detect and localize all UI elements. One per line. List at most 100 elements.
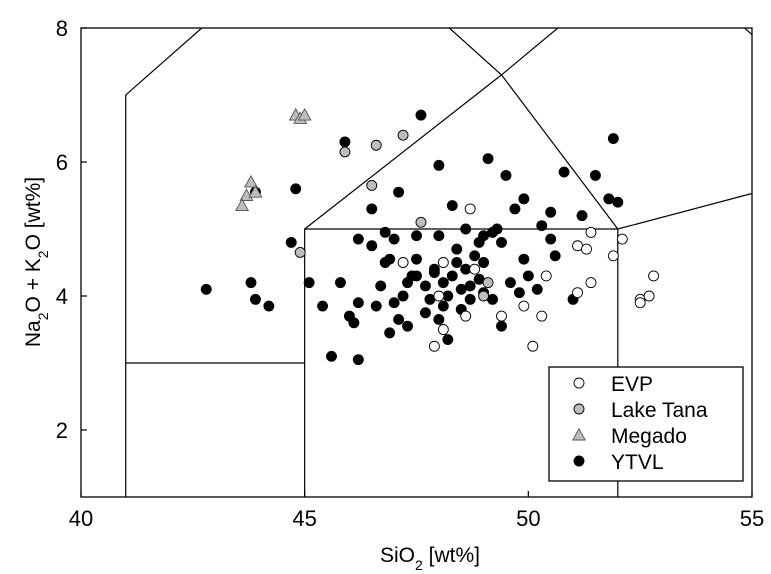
- data-point-ytvl: [518, 253, 530, 265]
- data-point-ytvl: [433, 314, 445, 325]
- legend-label-megado: Megado: [611, 425, 687, 448]
- data-point-ytvl: [375, 280, 387, 292]
- data-point-ytvl: [352, 233, 364, 245]
- data-point-evp: [469, 263, 481, 275]
- data-point-evp: [496, 310, 507, 322]
- data-point-ytvl: [451, 243, 463, 255]
- data-point-ytvl: [473, 236, 485, 248]
- data-point-megado: [248, 184, 263, 198]
- y-tick-label: 8: [56, 16, 68, 41]
- data-point-ytvl: [558, 166, 570, 178]
- data-point-ytvl: [388, 297, 400, 309]
- data-point-ytvl: [607, 133, 619, 145]
- data-point-ytvl: [411, 230, 422, 242]
- data-point-ytvl: [419, 280, 431, 292]
- plot-area-frame: [80, 27, 753, 498]
- data-point-lake-tana: [482, 277, 494, 289]
- classification-line: [743, 28, 752, 36]
- data-point-ytvl: [370, 300, 382, 312]
- data-point-ytvl: [317, 300, 329, 312]
- data-point-lake-tana: [478, 290, 490, 302]
- data-point-evp: [581, 243, 592, 255]
- data-point-ytvl: [522, 270, 534, 282]
- data-point-evp: [572, 287, 583, 299]
- data-point-ytvl: [500, 169, 512, 181]
- legend-marker-ytvl: [573, 455, 585, 467]
- legend-label-lake-tana: Lake Tana: [611, 399, 708, 422]
- data-point-ytvl: [464, 293, 476, 305]
- legend-marker-lake-tana: [573, 403, 585, 415]
- data-point-ytvl: [589, 169, 601, 181]
- data-point-ytvl: [437, 277, 449, 289]
- legend-label-evp: EVP: [611, 373, 653, 396]
- data-point-lake-tana: [397, 129, 409, 141]
- classification-line: [125, 28, 203, 497]
- data-point-ytvl: [504, 277, 516, 289]
- data-point-ytvl: [446, 270, 458, 282]
- x-tick-label: 50: [516, 506, 540, 531]
- data-point-ytvl: [388, 233, 400, 245]
- x-axis-title: SiO2 [wt%]: [380, 544, 480, 573]
- data-point-ytvl: [536, 220, 548, 232]
- data-point-ytvl: [352, 297, 364, 309]
- data-point-evp: [634, 297, 646, 309]
- data-point-evp: [518, 300, 530, 312]
- data-point-ytvl: [612, 196, 624, 208]
- data-point-evp: [540, 270, 552, 282]
- data-point-ytvl: [415, 109, 427, 121]
- data-point-evp: [437, 257, 449, 268]
- data-point-ytvl: [250, 293, 261, 305]
- data-point-ytvl: [437, 300, 449, 312]
- data-point-ytvl: [366, 203, 378, 215]
- data-point-ytvl: [545, 206, 557, 218]
- data-point-ytvl: [384, 253, 396, 265]
- data-point-megado: [235, 198, 250, 212]
- y-axis-title: Na2O + K2O [wt%]: [22, 177, 51, 347]
- data-point-ytvl: [428, 263, 440, 275]
- data-point-ytvl: [446, 200, 458, 212]
- data-point-megado: [297, 107, 312, 121]
- data-point-ytvl: [433, 230, 445, 242]
- data-point-evp: [607, 250, 619, 262]
- data-point-ytvl: [411, 253, 422, 265]
- data-point-lake-tana: [415, 216, 427, 228]
- axis-ticks: 40 45 50 55 2 4 6 8: [56, 16, 764, 531]
- data-point-lake-tana: [366, 179, 378, 191]
- data-point-evp: [464, 203, 476, 215]
- data-point-lake-tana: [370, 139, 382, 151]
- legend-marker-evp: [573, 377, 585, 389]
- data-point-ytvl: [339, 136, 351, 148]
- data-point-ytvl: [290, 183, 302, 195]
- data-point-ytvl: [460, 223, 472, 235]
- classification-line: [617, 192, 752, 230]
- data-point-evp: [433, 290, 445, 302]
- legend-marker-megado: [571, 427, 587, 441]
- data-point-ytvl: [402, 320, 414, 332]
- data-point-ytvl: [487, 226, 498, 238]
- data-point-ytvl: [200, 283, 212, 295]
- data-point-ytvl: [393, 314, 405, 325]
- data-point-evp: [585, 226, 597, 238]
- data-point-ytvl: [464, 280, 476, 292]
- data-point-ytvl: [545, 233, 557, 245]
- data-point-ytvl: [469, 250, 481, 262]
- data-point-evp: [428, 340, 440, 352]
- x-tick-label: 45: [292, 506, 316, 531]
- data-point-ytvl: [393, 186, 405, 198]
- data-point-ytvl: [451, 257, 463, 268]
- data-point-lake-tana: [294, 246, 306, 258]
- data-points: [200, 107, 660, 366]
- data-point-ytvl: [433, 159, 445, 171]
- data-point-megado: [243, 174, 259, 188]
- data-point-evp: [460, 310, 472, 322]
- data-point-ytvl: [531, 283, 543, 295]
- classification-line: [448, 28, 619, 230]
- data-point-evp: [527, 340, 539, 352]
- data-point-ytvl: [263, 300, 275, 312]
- data-point-ytvl: [496, 236, 507, 248]
- data-point-ytvl: [366, 240, 378, 252]
- data-point-ytvl: [384, 327, 396, 339]
- data-point-ytvl: [411, 270, 422, 282]
- data-point-ytvl: [352, 354, 364, 366]
